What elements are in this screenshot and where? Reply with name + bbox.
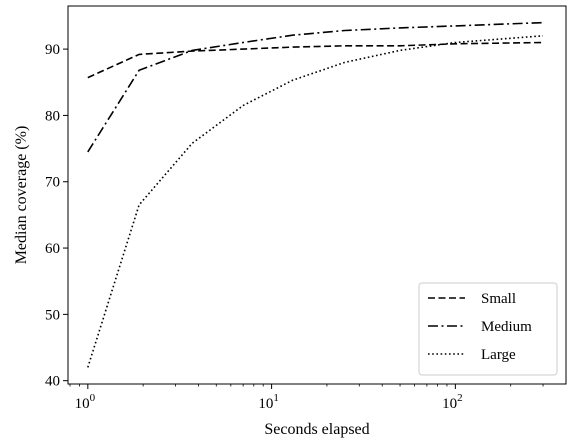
x-axis-label: Seconds elapsed: [264, 421, 369, 438]
plot-frame: [67, 5, 567, 385]
legend: Small Medium Large: [418, 282, 558, 376]
y-tick-label: 70: [45, 175, 60, 191]
series-line-large: [87, 35, 544, 368]
x-tick-label: 102: [442, 392, 463, 412]
series-line-medium: [87, 21, 544, 153]
y-axis-ticks: 40 50 60 70 80 90: [45, 42, 68, 390]
legend-box: [418, 282, 558, 376]
x-axis-ticks: 100 101 102: [69, 384, 544, 412]
plot-lines: [87, 21, 544, 368]
legend-label: Large: [481, 347, 516, 363]
y-tick-label: 80: [45, 108, 60, 124]
y-axis-label: Median coverage (%): [13, 126, 30, 265]
legend-label: Small: [481, 291, 516, 307]
series-line-small: [87, 41, 544, 79]
legend-label: Medium: [481, 319, 532, 335]
y-tick-label: 60: [45, 241, 60, 257]
y-tick-label: 50: [45, 307, 60, 323]
y-tick-label: 40: [45, 374, 60, 390]
y-tick-label: 90: [45, 42, 60, 58]
x-tick-label: 100: [75, 392, 96, 412]
x-tick-label: 101: [258, 392, 279, 412]
